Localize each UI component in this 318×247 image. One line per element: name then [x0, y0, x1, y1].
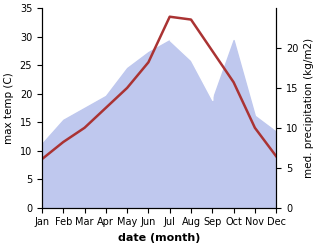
Y-axis label: med. precipitation (kg/m2): med. precipitation (kg/m2): [304, 38, 314, 178]
X-axis label: date (month): date (month): [118, 233, 200, 243]
Y-axis label: max temp (C): max temp (C): [4, 72, 14, 144]
